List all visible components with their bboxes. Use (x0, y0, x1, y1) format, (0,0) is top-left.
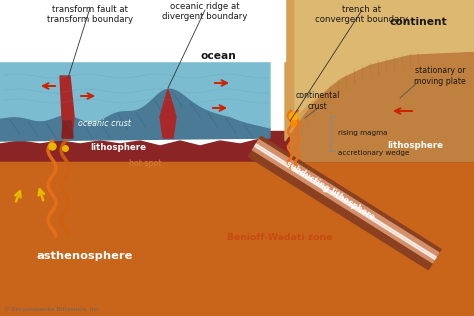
Polygon shape (255, 144, 436, 259)
Text: accretionary wedge: accretionary wedge (338, 150, 410, 156)
Polygon shape (0, 88, 270, 141)
Text: trench at
convergent boundary: trench at convergent boundary (316, 5, 409, 24)
Text: subducting lithosphere: subducting lithosphere (284, 160, 376, 222)
Polygon shape (265, 131, 474, 161)
Text: asthenosphere: asthenosphere (37, 251, 133, 261)
Text: stationary or
moving plate: stationary or moving plate (414, 66, 466, 86)
Polygon shape (62, 121, 73, 138)
Polygon shape (253, 140, 439, 263)
Text: transform fault at
transform boundary: transform fault at transform boundary (47, 5, 133, 24)
Text: continent: continent (389, 17, 447, 27)
Polygon shape (290, 0, 474, 161)
Polygon shape (285, 0, 474, 141)
Text: rising magma: rising magma (338, 130, 388, 136)
Text: © Encyclopaedia Britannica, Inc.: © Encyclopaedia Britannica, Inc. (4, 306, 100, 312)
Polygon shape (60, 76, 74, 138)
Polygon shape (295, 0, 474, 116)
Text: ocean: ocean (200, 51, 236, 61)
Bar (0, 0, 285, 61)
Text: oceanic ridge at
divergent boundary: oceanic ridge at divergent boundary (162, 2, 248, 21)
Bar (0, 0, 270, 61)
Text: lithosphere: lithosphere (90, 143, 146, 153)
Text: continental
crust: continental crust (296, 91, 340, 111)
Text: Benioff-Wadati zone: Benioff-Wadati zone (227, 234, 333, 242)
Polygon shape (248, 136, 441, 270)
Text: hot spot: hot spot (129, 160, 161, 168)
Text: oceanic crust: oceanic crust (79, 119, 131, 129)
Polygon shape (160, 89, 176, 138)
Polygon shape (0, 138, 265, 161)
Polygon shape (0, 61, 270, 128)
Text: lithosphere: lithosphere (387, 142, 443, 150)
Bar (0, 151, 474, 316)
